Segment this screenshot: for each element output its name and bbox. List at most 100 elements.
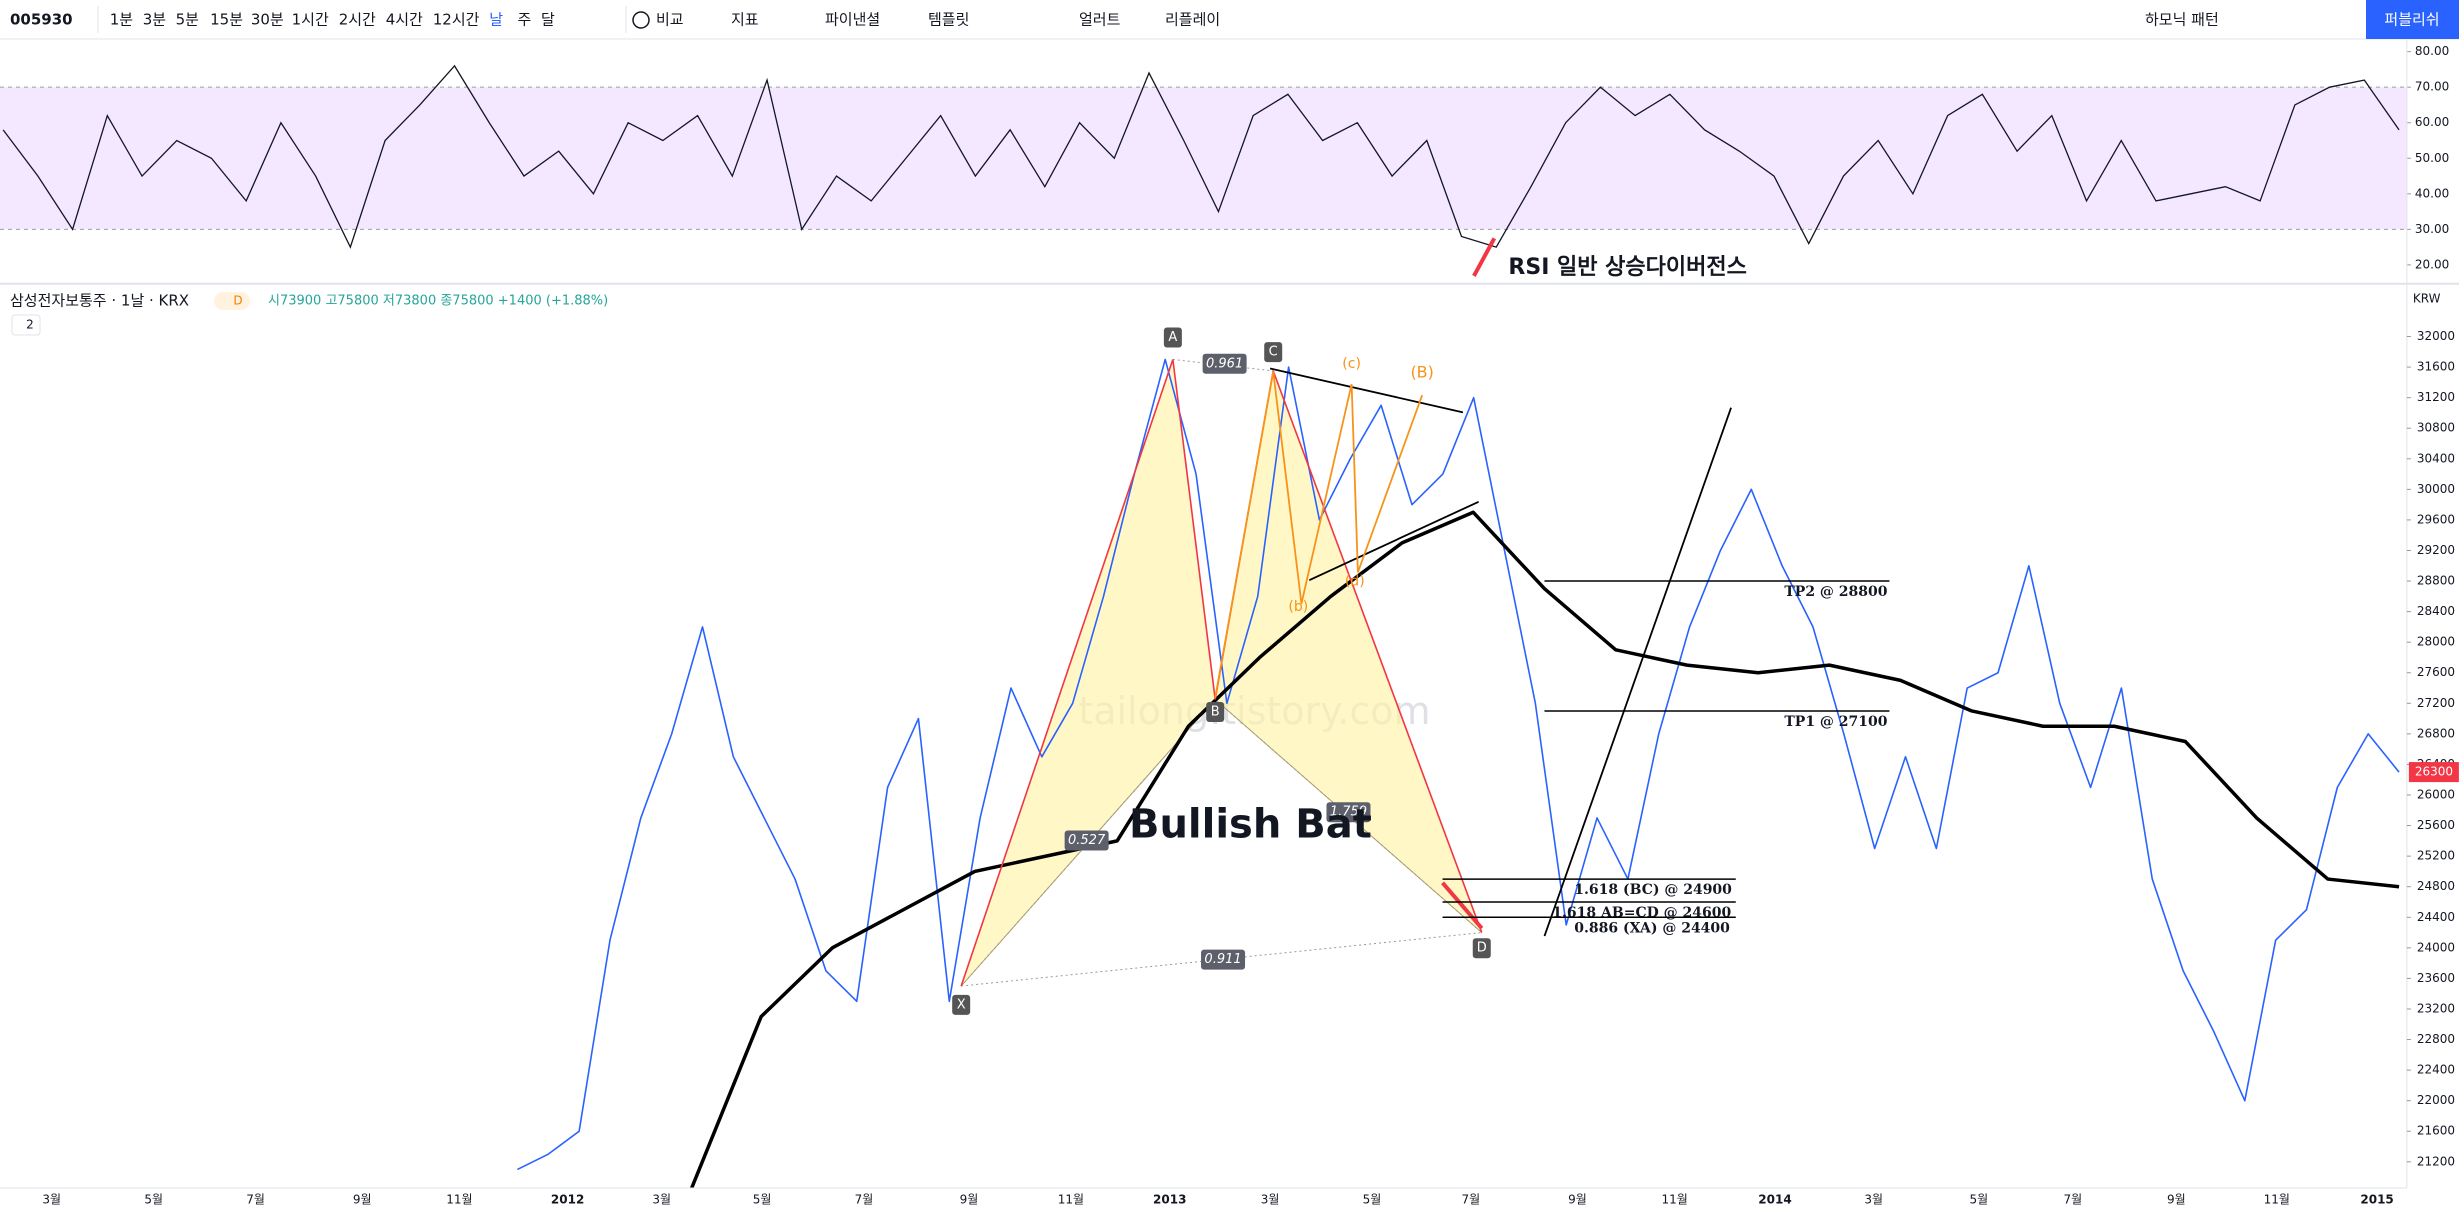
interval-button[interactable]: 15분 <box>210 11 243 29</box>
time-label: 11월 <box>1661 1193 1687 1207</box>
price-tick-label: 32000 <box>2417 329 2455 343</box>
level-label: TP2 @ 28800 <box>1784 584 1887 600</box>
interval-button[interactable]: 날 <box>489 11 503 29</box>
interval-button[interactable]: 30분 <box>251 11 284 29</box>
point-label-bg <box>1206 702 1225 723</box>
price-tick-label: 24000 <box>2417 940 2455 954</box>
price-tick-label: 24800 <box>2417 879 2455 893</box>
ratio-bg <box>1201 949 1246 970</box>
time-label: 2012 <box>551 1193 584 1207</box>
rsi-band <box>0 87 2407 230</box>
point-label: A <box>1168 330 1177 345</box>
financials-button[interactable]: 파이낸셜 <box>825 11 880 29</box>
point-label: X <box>957 997 966 1012</box>
price-tick-label: 23200 <box>2417 1001 2455 1015</box>
price-tick-label: 29200 <box>2417 543 2455 557</box>
price-tick-label: 30800 <box>2417 421 2455 435</box>
time-label: 5월 <box>144 1193 163 1207</box>
time-label: 3월 <box>1864 1193 1883 1207</box>
legend-title: 삼성전자보통주 · 1날 · KRX <box>10 292 189 310</box>
point-label-bg <box>952 994 971 1015</box>
replay-button[interactable]: 리플레이 <box>1165 11 1220 29</box>
price-tick-label: 27200 <box>2417 696 2455 710</box>
legend-badge: D <box>233 294 242 308</box>
level-label: TP1 @ 27100 <box>1784 714 1887 730</box>
publish-button[interactable]: 퍼블리쉬 <box>2384 11 2439 29</box>
time-label: 11월 <box>446 1193 472 1207</box>
pattern-leg <box>960 359 1174 987</box>
price-tick-label: 28000 <box>2417 635 2455 649</box>
interval-button[interactable]: 2시간 <box>339 11 376 29</box>
rsi-tick-label: 40.00 <box>2415 186 2449 200</box>
interval-button[interactable]: 12시간 <box>433 11 480 29</box>
harmonic-button[interactable]: 하모닉 패턴 <box>2145 11 2219 29</box>
rsi-tick-label: 80.00 <box>2415 44 2449 58</box>
price-tick-label: 22000 <box>2417 1093 2455 1107</box>
time-label: 9월 <box>2167 1193 2186 1207</box>
price-tick-label: 27600 <box>2417 665 2455 679</box>
time-label: 9월 <box>960 1193 979 1207</box>
ratio-label: 0.911 <box>1204 952 1241 967</box>
pattern-leg <box>1172 359 1216 700</box>
rsi-tick-label: 50.00 <box>2415 151 2449 165</box>
price-tick-label: 30000 <box>2417 482 2455 496</box>
templates-button[interactable]: 템플릿 <box>928 11 969 29</box>
level-label: 1.618 AB=CD @ 24600 <box>1552 905 1731 921</box>
interval-button[interactable]: 주 <box>517 11 531 29</box>
ratio-label: 1.759 <box>1330 805 1367 820</box>
ratio-label: 0.961 <box>1206 356 1243 371</box>
price-tick-label: 28400 <box>2417 604 2455 618</box>
interval-button[interactable]: 1시간 <box>292 11 329 29</box>
interval-button[interactable]: 5분 <box>176 11 200 29</box>
time-label: 2015 <box>2360 1193 2393 1207</box>
alert-button[interactable]: 얼러트 <box>1079 11 1121 29</box>
divergence-mark <box>1472 237 1497 277</box>
legend-collapse[interactable]: 2 <box>26 318 34 332</box>
rsi-tick-label: 60.00 <box>2415 115 2449 129</box>
price-tick-label: 23600 <box>2417 971 2455 985</box>
time-label: 9월 <box>353 1193 372 1207</box>
price-tick-label: 24400 <box>2417 910 2455 924</box>
price-tick-label: 31200 <box>2417 390 2455 404</box>
compare-icon <box>632 11 650 29</box>
time-label: 2014 <box>1758 1193 1791 1207</box>
rsi-tick-label: 30.00 <box>2415 222 2449 236</box>
time-label: 7월 <box>2064 1193 2083 1207</box>
point-label-bg <box>1264 342 1283 363</box>
price-line <box>517 358 2400 1171</box>
time-label: 7월 <box>855 1193 874 1207</box>
pattern-bd <box>1214 699 1483 933</box>
legend: 삼성전자보통주 · 1날 · KRX D 시73900 고75800 저7380… <box>10 292 608 336</box>
last-price: 26300 <box>2415 765 2453 779</box>
interval-button[interactable]: 1분 <box>110 11 134 29</box>
price-tick-label: 29600 <box>2417 512 2455 526</box>
price-tick-label: 26000 <box>2417 788 2455 802</box>
price-tick-label: 31600 <box>2417 360 2455 374</box>
compare-button[interactable]: 비교 <box>656 11 684 29</box>
toolbar: 005930 1분 3분 5분 15분 30분 1시간 2시간 4시간 12시간 날 주 달 비교 지… <box>0 0 2459 40</box>
price-tick-label: 26800 <box>2417 726 2455 740</box>
level-label: 0.886 (XA) @ 24400 <box>1574 920 1730 936</box>
time-label: 11월 <box>2264 1193 2290 1207</box>
rsi-line <box>2 64 2400 249</box>
price-tick-label: 28800 <box>2417 574 2455 588</box>
d-mark <box>1441 881 1484 930</box>
currency: KRW <box>2413 292 2441 306</box>
interval-button[interactable]: 3분 <box>143 11 167 29</box>
interval-button[interactable]: 4시간 <box>386 11 423 29</box>
indicators-button[interactable]: 지표 <box>731 11 759 29</box>
point-label-bg <box>1472 938 1491 959</box>
trend-line <box>1308 500 1480 581</box>
time-label: 5월 <box>753 1193 772 1207</box>
price-tick-label: 21600 <box>2417 1124 2455 1138</box>
price-tick-label: 22400 <box>2417 1063 2455 1077</box>
publish-button-bg[interactable] <box>2366 0 2459 39</box>
interval-button[interactable]: 달 <box>541 11 555 29</box>
symbol[interactable]: 005930 <box>10 11 73 29</box>
ratio-bg <box>1326 802 1371 823</box>
collapse-box[interactable] <box>11 314 41 336</box>
time-label: 9월 <box>1568 1193 1587 1207</box>
time-label: 5월 <box>1969 1193 1988 1207</box>
pattern-leg <box>1272 370 1483 933</box>
